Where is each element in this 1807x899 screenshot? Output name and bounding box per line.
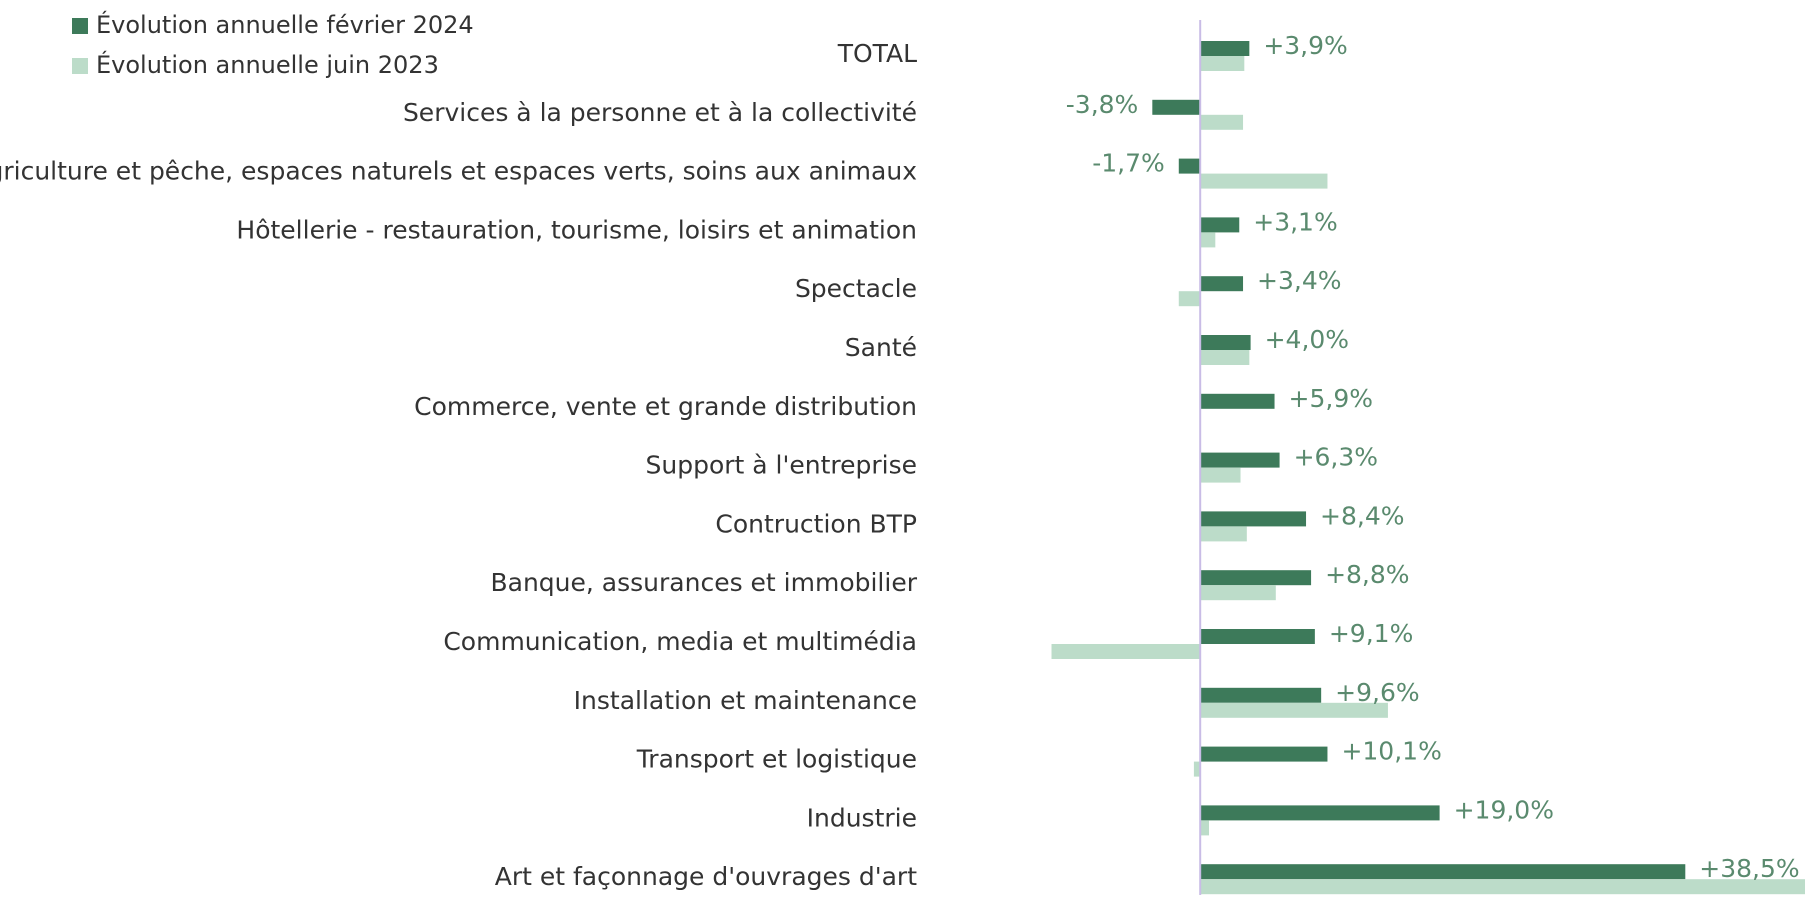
- bar: [1200, 217, 1240, 233]
- category-label: Installation et maintenance: [574, 686, 917, 715]
- bar: [1200, 570, 1312, 586]
- bar: [1200, 452, 1280, 468]
- category-label: Art et façonnage d'ouvrages d'art: [495, 862, 917, 891]
- legend-label: Évolution annuelle février 2024: [96, 10, 474, 39]
- category-label: Commerce, vente et grande distribution: [414, 392, 917, 421]
- category-label: Banque, assurances et immobilier: [490, 568, 917, 597]
- bar: [1200, 276, 1244, 292]
- value-label: +8,8%: [1325, 560, 1409, 589]
- bar: [1200, 585, 1276, 601]
- category-label: Services à la personne et à la collectiv…: [403, 98, 917, 127]
- category-label: Spectacle: [795, 274, 917, 303]
- bar: [1200, 56, 1245, 71]
- bar: [1200, 702, 1388, 718]
- bar: [1200, 511, 1307, 527]
- value-label: +9,1%: [1329, 619, 1413, 648]
- value-label: +38,5%: [1699, 854, 1799, 883]
- category-label: Hôtellerie - restauration, tourisme, loi…: [236, 215, 917, 244]
- bar: [1200, 879, 1805, 895]
- legend-label: Évolution annuelle juin 2023: [96, 50, 439, 79]
- legend-swatch: [72, 58, 88, 74]
- bar: [1200, 864, 1686, 880]
- category-label: Agriculture et pêche, espaces naturels e…: [0, 157, 917, 186]
- bar: [1200, 114, 1244, 130]
- bar: [1152, 99, 1201, 115]
- value-label: +3,9%: [1263, 31, 1347, 60]
- bar: [1200, 41, 1250, 56]
- category-label: Transport et logistique: [636, 745, 917, 774]
- bar: [1200, 173, 1328, 189]
- category-label: Industrie: [807, 803, 917, 832]
- value-label: -3,8%: [1066, 90, 1139, 119]
- value-label: +8,4%: [1320, 501, 1404, 530]
- bar: [1200, 526, 1247, 542]
- value-label: +9,6%: [1335, 678, 1419, 707]
- legend-swatch: [72, 18, 88, 34]
- bar: [1200, 335, 1251, 350]
- value-label: +3,4%: [1257, 266, 1341, 295]
- value-label: +5,9%: [1289, 384, 1373, 413]
- bar: [1200, 350, 1250, 365]
- bar: [1200, 805, 1440, 821]
- value-label: +10,1%: [1341, 737, 1441, 766]
- category-label: Communication, media et multimédia: [443, 627, 917, 656]
- category-label: Contruction BTP: [715, 509, 917, 538]
- value-label: +19,0%: [1454, 795, 1554, 824]
- bar: [1200, 393, 1275, 409]
- bar: [1200, 232, 1216, 248]
- bar: [1178, 158, 1201, 174]
- bar: [1200, 820, 1210, 836]
- category-label: TOTAL: [837, 39, 917, 68]
- category-label: Support à l'entreprise: [646, 451, 918, 480]
- bar: [1200, 467, 1241, 483]
- bar: [1193, 761, 1201, 777]
- category-label: Santé: [845, 333, 917, 362]
- value-label: +6,3%: [1294, 443, 1378, 472]
- value-label: -1,7%: [1092, 149, 1165, 178]
- value-label: +3,1%: [1253, 207, 1337, 236]
- bar: [1051, 644, 1201, 659]
- bar: [1200, 746, 1328, 762]
- value-label: +4,0%: [1265, 325, 1349, 354]
- bar: [1200, 629, 1315, 644]
- bar: [1200, 687, 1322, 703]
- bar: [1178, 291, 1201, 307]
